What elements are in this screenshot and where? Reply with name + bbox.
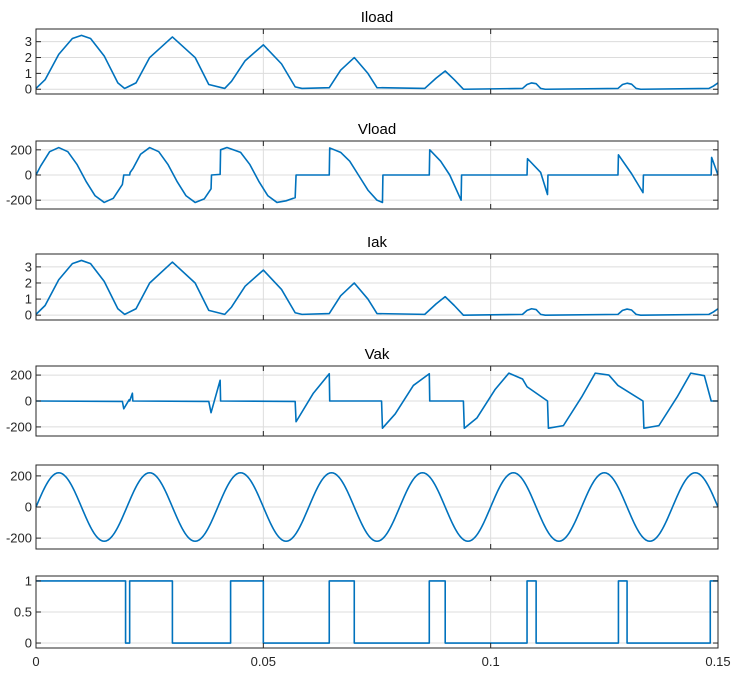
y-tick-label-4-0: -200 xyxy=(6,531,32,546)
series-line-5-0 xyxy=(36,580,718,644)
y-tick-label-0-1: 1 xyxy=(25,66,32,81)
y-tick-label-1-2: 200 xyxy=(10,142,32,157)
y-tick-label-4-1: 0 xyxy=(25,500,32,515)
panel-title-0: Iload xyxy=(361,9,394,26)
axes-box-0 xyxy=(35,28,719,95)
y-tick-label-5-2: 1 xyxy=(25,573,32,588)
y-tick-label-5-0: 0 xyxy=(25,636,32,651)
y-tick-label-1-1: 0 xyxy=(25,168,32,183)
y-tick-label-3-0: -200 xyxy=(6,419,32,434)
y-tick-label-4-2: 200 xyxy=(10,468,32,483)
plot-area-2 xyxy=(36,254,718,320)
x-tick-label-5-3: 0.15 xyxy=(705,654,730,669)
y-tick-label-1-0: -200 xyxy=(6,193,32,208)
y-tick-label-0-3: 3 xyxy=(25,34,32,49)
series-line-4-0 xyxy=(35,471,719,543)
series-line-1-0 xyxy=(35,146,719,204)
x-tick-label-5-1: 0.05 xyxy=(251,654,276,669)
series-line-2-0 xyxy=(35,259,719,316)
y-tick-label-0-2: 2 xyxy=(25,50,32,65)
panel-title-1: Vload xyxy=(358,121,396,138)
y-tick-label-3-2: 200 xyxy=(10,368,32,383)
panel-title-2: Iak xyxy=(367,234,388,251)
plot-area-0 xyxy=(36,29,718,94)
panel-title-3: Vak xyxy=(365,346,390,363)
series-line-0-0 xyxy=(35,34,719,91)
y-tick-label-2-0: 0 xyxy=(25,308,32,323)
y-tick-label-5-1: 0.5 xyxy=(14,605,32,620)
x-tick-label-5-0: 0 xyxy=(32,654,39,669)
y-tick-label-2-1: 1 xyxy=(25,292,32,307)
series-line-3-0 xyxy=(35,372,718,430)
y-tick-label-0-0: 0 xyxy=(25,82,32,97)
y-tick-label-2-2: 2 xyxy=(25,275,32,290)
x-tick-label-5-2: 0.1 xyxy=(482,654,500,669)
y-tick-label-3-1: 0 xyxy=(25,394,32,409)
y-tick-label-2-3: 3 xyxy=(25,259,32,274)
axes-box-2 xyxy=(35,253,719,321)
